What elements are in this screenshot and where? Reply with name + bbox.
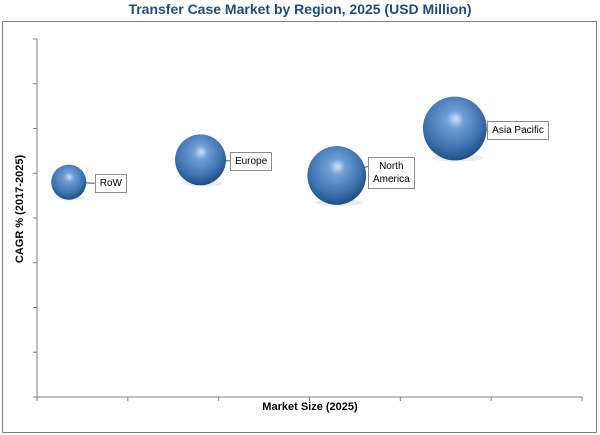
bubble-row bbox=[51, 164, 87, 200]
y-axis-label: CAGR % (2017-2025) bbox=[14, 154, 26, 264]
chart-frame bbox=[2, 21, 597, 433]
bubble-label: North America bbox=[367, 157, 415, 190]
axes bbox=[33, 38, 583, 401]
bubble-label: RoW bbox=[94, 174, 127, 194]
bubble-north-america bbox=[307, 146, 367, 205]
bubbles bbox=[51, 96, 487, 207]
bubble-label: Europe bbox=[229, 151, 273, 171]
bubble-europe bbox=[175, 134, 226, 186]
bubble-label: Asia Pacific bbox=[487, 120, 549, 140]
chart-title: Transfer Case Market by Region, 2025 (US… bbox=[128, 1, 472, 17]
x-axis-label: Market Size (2025) bbox=[262, 401, 358, 413]
bubble-asia-pacific bbox=[422, 96, 487, 161]
